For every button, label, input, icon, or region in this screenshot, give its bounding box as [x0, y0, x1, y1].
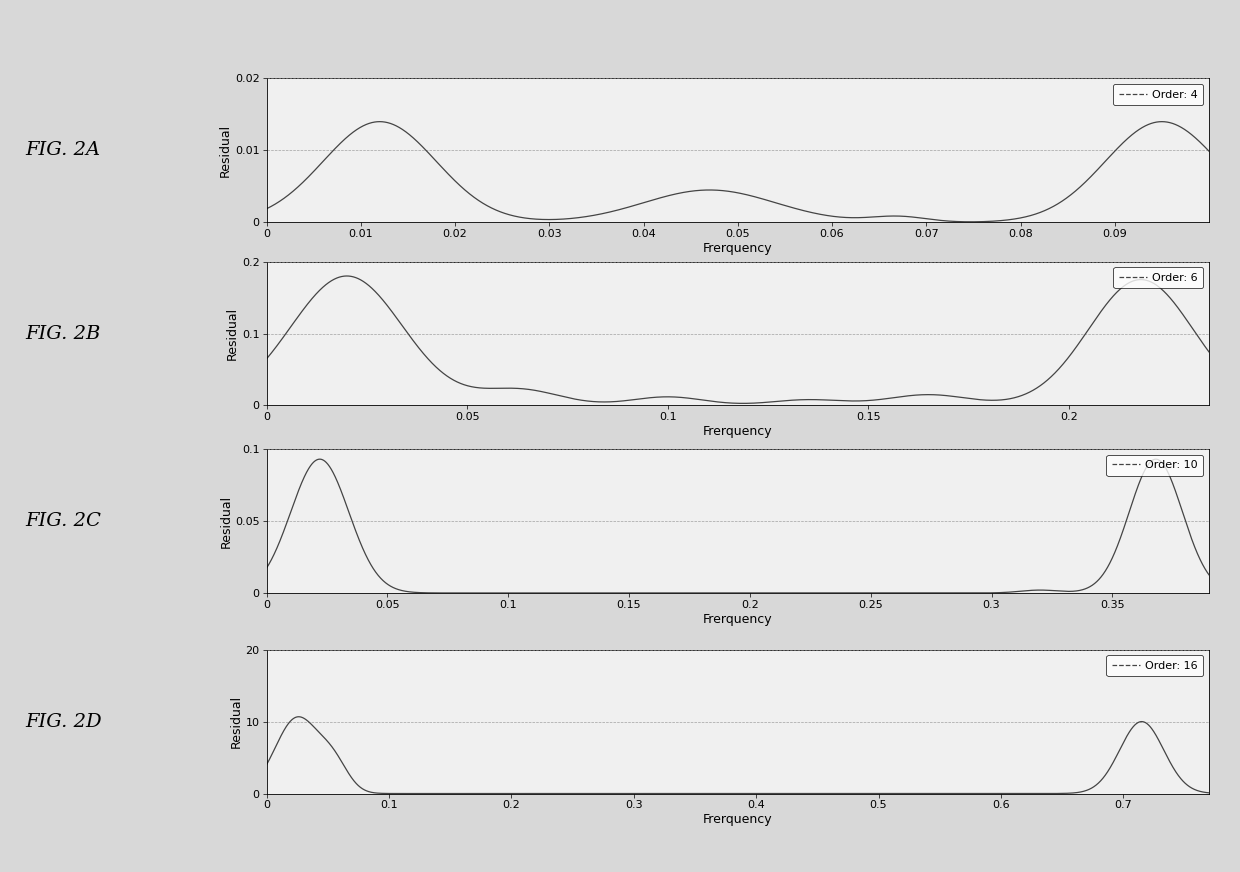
Text: FIG. 2B: FIG. 2B	[25, 324, 100, 343]
X-axis label: Frerquency: Frerquency	[703, 814, 773, 827]
Text: FIG. 2A: FIG. 2A	[25, 141, 100, 160]
Y-axis label: Residual: Residual	[219, 124, 232, 177]
Y-axis label: Residual: Residual	[219, 494, 232, 548]
Y-axis label: Residual: Residual	[229, 695, 243, 748]
X-axis label: Frerquency: Frerquency	[703, 613, 773, 626]
X-axis label: Frerquency: Frerquency	[703, 242, 773, 255]
Legend: Order: 10: Order: 10	[1106, 454, 1204, 476]
Legend: Order: 16: Order: 16	[1106, 655, 1204, 677]
Legend: Order: 4: Order: 4	[1114, 84, 1204, 106]
X-axis label: Frerquency: Frerquency	[703, 426, 773, 439]
Text: FIG. 2D: FIG. 2D	[25, 712, 102, 731]
Text: FIG. 2C: FIG. 2C	[25, 512, 100, 530]
Y-axis label: Residual: Residual	[226, 307, 239, 360]
Legend: Order: 6: Order: 6	[1114, 267, 1204, 289]
